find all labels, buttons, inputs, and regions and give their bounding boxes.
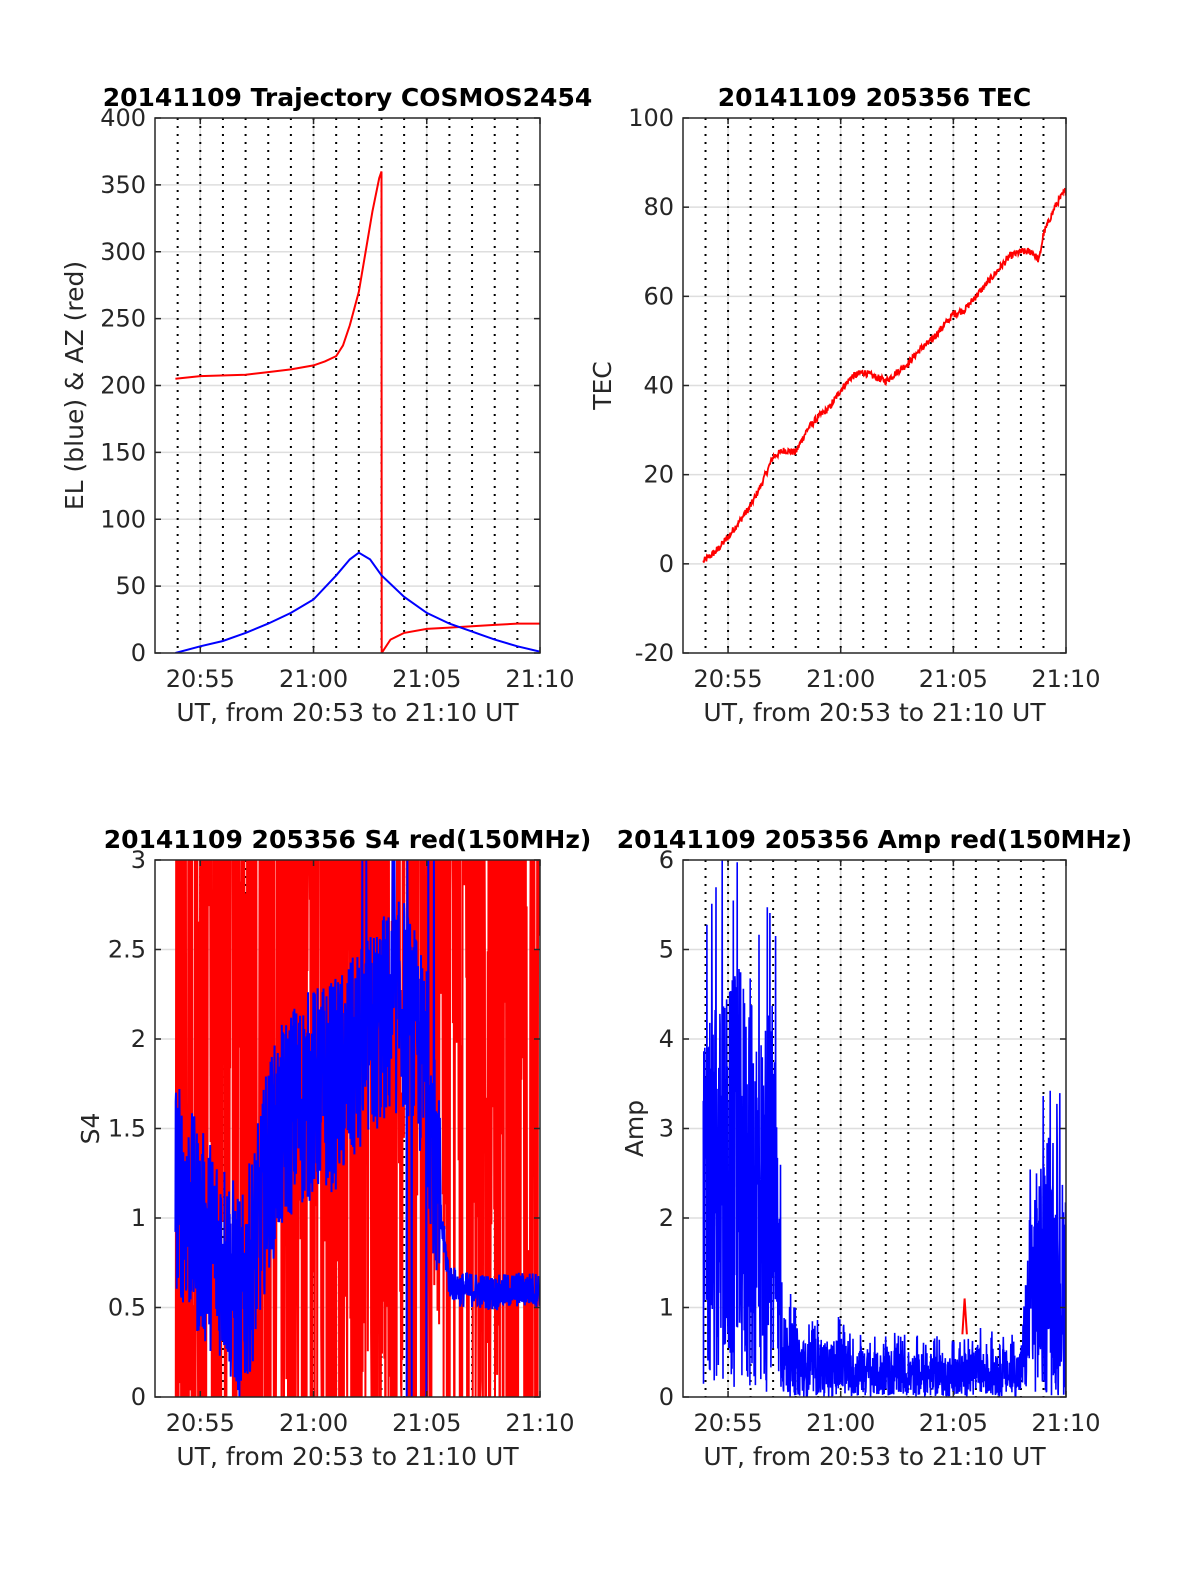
x-tick-label: 21:10 (1031, 1409, 1100, 1437)
series-group (702, 860, 1066, 1397)
y-tick-label: 200 (100, 372, 146, 400)
x-tick-label: 20:55 (166, 1409, 235, 1437)
y-tick-label: 2 (131, 1025, 146, 1053)
x-tick-label: 21:00 (279, 1409, 348, 1437)
y-axis-label: EL (blue) & AZ (red) (60, 261, 89, 510)
y-tick-label: 400 (100, 104, 146, 132)
x-axis-label: UT, from 20:53 to 21:10 UT (176, 1442, 519, 1471)
tec-series-line (702, 187, 1066, 563)
y-tick-label: 0 (659, 1383, 674, 1411)
y-tick-label: 20 (643, 461, 674, 489)
y-tick-label: 1 (659, 1294, 674, 1322)
x-tick-label: 20:55 (166, 665, 235, 693)
y-tick-label: 60 (643, 282, 674, 310)
y-tick-label: 1.5 (108, 1115, 146, 1143)
amp-blue-series (702, 860, 1066, 1397)
panel-title: 20141109 205356 TEC (718, 83, 1031, 112)
panel-s4: 0 0.5 1 1.5 2 2.5 3 20:55 21:00 21:05 21:10 UT, fro… (76, 825, 592, 1471)
y-tick-label: 300 (100, 238, 146, 266)
x-tick-label: 20:55 (693, 1409, 762, 1437)
y-tick-label: 0 (131, 639, 146, 667)
series-group (175, 171, 540, 653)
s4-blue-series (174, 860, 540, 1397)
series-group (702, 187, 1066, 563)
x-tick-label: 21:05 (919, 665, 988, 693)
x-tick-label: 21:05 (919, 1409, 988, 1437)
x-tick-label: 21:00 (806, 665, 875, 693)
panel-amp: 0 1 2 3 4 5 6 20:55 21:00 21:05 21:10 UT, from 20:5… (617, 825, 1133, 1471)
az-series-line (175, 171, 540, 653)
panel-tec: -20 0 20 40 60 80 100 20:55 21:00 21:05 21:10 UT, f… (588, 83, 1101, 727)
y-tick-label: 3 (659, 1115, 674, 1143)
y-tick-label: 2 (659, 1204, 674, 1232)
y-tick-label: 50 (115, 572, 146, 600)
y-tick-label: 0 (659, 550, 674, 578)
y-tick-label: 100 (100, 505, 146, 533)
x-tick-label: 21:10 (505, 665, 574, 693)
x-tick-label: 21:10 (1031, 665, 1100, 693)
x-tick-label: 21:00 (279, 665, 348, 693)
x-axis-label: UT, from 20:53 to 21:10 UT (703, 1442, 1046, 1471)
y-tick-label: 0.5 (108, 1294, 146, 1322)
y-tick-label: 250 (100, 305, 146, 333)
panel-title: 20141109 205356 S4 red(150MHz) (104, 825, 592, 854)
x-axis-label: UT, from 20:53 to 21:10 UT (176, 698, 519, 727)
y-tick-label: 3 (131, 846, 146, 874)
y-tick-label: -20 (635, 639, 674, 667)
panel-title: 20141109 205356 Amp red(150MHz) (617, 825, 1133, 854)
x-tick-label: 21:05 (392, 665, 461, 693)
y-tick-label: 2.5 (108, 936, 146, 964)
y-tick-label: 350 (100, 171, 146, 199)
x-tick-label: 21:10 (505, 1409, 574, 1437)
el-series-line (175, 551, 540, 653)
y-tick-label: 100 (628, 104, 674, 132)
y-tick-label: 40 (643, 372, 674, 400)
y-tick-label: 80 (643, 193, 674, 221)
panel-trajectory: 0 50 100 150 200 250 300 350 400 20:55 21:00 21:05 2… (60, 83, 592, 727)
y-axis-label: Amp (620, 1100, 649, 1157)
x-tick-label: 20:55 (693, 665, 762, 693)
y-tick-label: 1 (131, 1204, 146, 1232)
series-group (174, 860, 540, 1397)
panel-title: 20141109 Trajectory COSMOS2454 (103, 83, 593, 112)
y-axis-label: TEC (588, 361, 617, 411)
y-tick-label: 0 (131, 1383, 146, 1411)
y-tick-label: 5 (659, 936, 674, 964)
x-axis-label: UT, from 20:53 to 21:10 UT (703, 698, 1046, 727)
y-tick-label: 6 (659, 846, 674, 874)
y-tick-label: 150 (100, 438, 146, 466)
x-tick-label: 21:05 (392, 1409, 461, 1437)
y-axis-label: S4 (76, 1113, 105, 1145)
y-tick-label: 4 (659, 1025, 674, 1053)
x-tick-label: 21:00 (806, 1409, 875, 1437)
amp-red-series (961, 1298, 968, 1335)
